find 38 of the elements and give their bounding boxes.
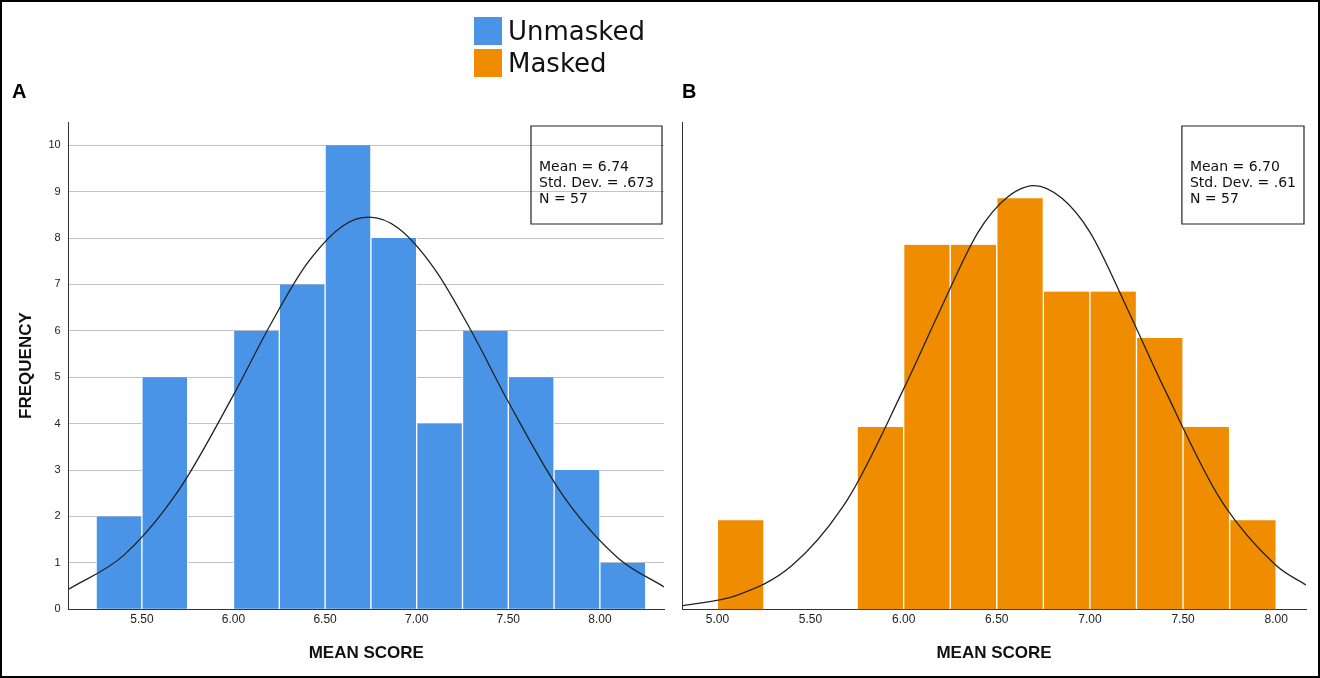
- y-tick-label: 6: [54, 323, 61, 336]
- y-tick-label: 1: [54, 555, 61, 568]
- x-tick-label: 6.00: [891, 611, 916, 626]
- x-tick-label: 5.00: [705, 611, 730, 626]
- y-tick-label: 5: [54, 370, 61, 383]
- legend-label: Unmasked: [508, 16, 645, 46]
- x-tick-label: 8.00: [1264, 611, 1289, 626]
- y-tick-label: 3: [54, 463, 61, 476]
- annotation: Std. Dev. = .61: [1189, 173, 1297, 190]
- y-tick-label: 10: [48, 138, 61, 151]
- x-tick-label: 6.00: [221, 611, 246, 626]
- legend-label: Masked: [508, 48, 607, 78]
- x-tick-label: 5.50: [798, 611, 823, 626]
- x-tick-label: 7.00: [1078, 611, 1102, 626]
- chart-title: B: [682, 79, 697, 102]
- y-tick-label: 8: [54, 231, 61, 244]
- x-tick-label: 6.50: [313, 611, 338, 626]
- x-tick-label: 7.50: [1171, 611, 1196, 626]
- y-tick-label: 7: [54, 277, 61, 290]
- y-tick-label: 4: [54, 416, 61, 429]
- y-tick-label: 9: [54, 184, 61, 197]
- line-series: [68, 216, 664, 590]
- x-tick-label: 7.00: [405, 611, 429, 626]
- annotation: N = 57: [538, 189, 588, 206]
- x-tick-label: 7.50: [496, 611, 521, 626]
- x-tick-label: 8.00: [588, 611, 612, 626]
- x-tick-label: 6.50: [985, 611, 1009, 626]
- text: Mean = 6.70: [1189, 157, 1280, 174]
- y-axis-title: FREQUENCY: [15, 311, 35, 419]
- chart-title: A: [12, 79, 27, 102]
- x-axis-title: MEAN SCORE: [308, 643, 424, 663]
- annotation: Mean = 6.74: [538, 157, 630, 174]
- annotation: N = 57: [1189, 189, 1239, 206]
- x-axis-title: MEAN SCORE: [936, 643, 1052, 663]
- y-tick-label: 2: [54, 509, 61, 522]
- annotation: Std. Dev. = .673: [538, 173, 655, 190]
- y-tick-label: 0: [54, 602, 61, 615]
- x-tick-label: 5.50: [130, 611, 154, 626]
